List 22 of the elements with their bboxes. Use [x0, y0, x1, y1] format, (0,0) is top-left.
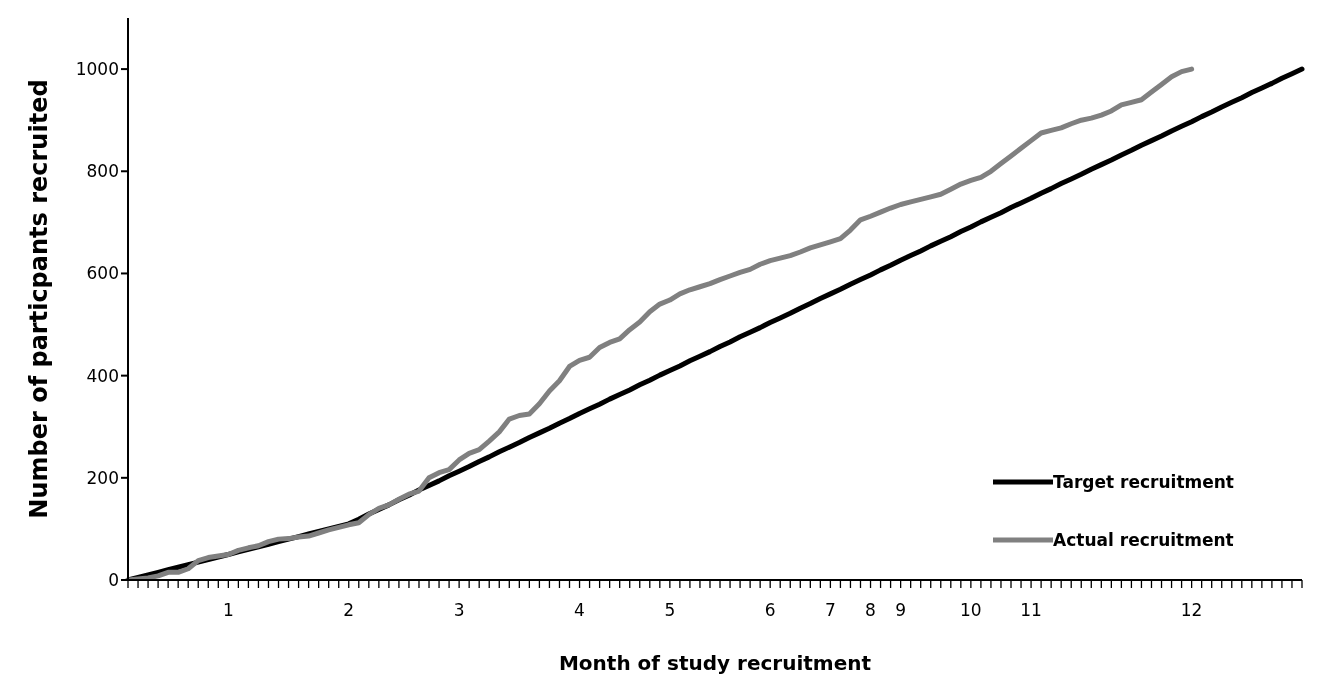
y-axis-title: Number of particpants recruited — [24, 79, 53, 519]
y-tick-label: 800 — [86, 161, 119, 182]
x-tick-label: 2 — [343, 600, 355, 620]
x-tick-label: 6 — [764, 600, 776, 620]
legend-label: Target recruitment — [1053, 472, 1234, 492]
y-tick-label: 0 — [108, 570, 119, 591]
x-tick-label: 4 — [574, 600, 585, 620]
x-tick-label: 3 — [453, 600, 465, 620]
y-tick-label: 1000 — [75, 59, 119, 80]
y-tick-label: 600 — [86, 263, 119, 284]
y-tick-label: 400 — [86, 365, 119, 386]
x-tick-label: 1 — [222, 600, 234, 620]
x-tick-label: 5 — [664, 600, 676, 620]
x-tick-label: 7 — [824, 600, 836, 620]
x-tick-label: 9 — [895, 600, 907, 620]
x-tick-label: 12 — [1180, 600, 1203, 620]
x-tick-label: 10 — [960, 600, 982, 620]
y-tick-label: 200 — [86, 467, 119, 488]
legend-label: Actual recruitment — [1053, 530, 1234, 550]
x-tick-label: 11 — [1020, 600, 1042, 620]
x-tick-label: 8 — [865, 600, 876, 620]
x-axis-title: Month of study recruitment — [558, 651, 872, 675]
